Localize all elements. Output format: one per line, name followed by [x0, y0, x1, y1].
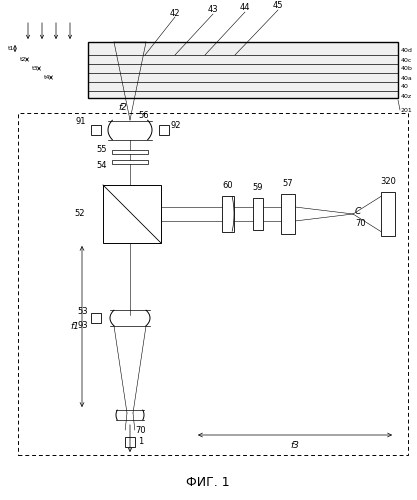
Text: f2: f2 [118, 102, 128, 112]
Text: 45: 45 [273, 2, 283, 11]
Text: 40z: 40z [401, 94, 412, 98]
Text: 52: 52 [75, 210, 85, 218]
Text: 59: 59 [253, 183, 263, 192]
Text: 40: 40 [401, 84, 409, 89]
Bar [125, 437, 135, 447]
Text: 40d: 40d [401, 48, 413, 52]
Text: f3: f3 [291, 441, 299, 450]
Text: 40c: 40c [401, 58, 412, 62]
Text: 53: 53 [78, 308, 88, 316]
Text: 57: 57 [283, 179, 293, 188]
Text: t2: t2 [20, 57, 26, 62]
Bar [88, 42, 398, 98]
Bar [253, 198, 263, 230]
Text: 40b: 40b [401, 66, 413, 71]
Text: 201: 201 [401, 108, 413, 112]
Text: 44: 44 [240, 4, 250, 13]
Bar [91, 313, 101, 323]
Bar [18, 113, 408, 455]
Bar [281, 194, 295, 234]
Text: 55: 55 [96, 144, 107, 154]
Bar [381, 192, 395, 236]
Text: t4: t4 [43, 75, 50, 80]
Bar [112, 160, 148, 164]
Bar [91, 125, 101, 135]
Text: 56: 56 [138, 110, 148, 120]
Bar [222, 196, 234, 232]
Text: 93: 93 [78, 322, 88, 330]
Text: C: C [355, 206, 361, 216]
Text: t3: t3 [32, 66, 38, 71]
Text: 91: 91 [75, 118, 86, 126]
Text: 40a: 40a [401, 76, 413, 80]
Text: ФИГ. 1: ФИГ. 1 [186, 476, 230, 488]
Text: 320: 320 [380, 177, 396, 186]
Text: 92: 92 [171, 122, 181, 130]
Text: f1: f1 [70, 322, 79, 331]
Text: 60: 60 [223, 181, 234, 190]
Text: 1: 1 [138, 438, 143, 446]
Text: 43: 43 [208, 6, 219, 15]
Text: 42: 42 [170, 8, 180, 18]
Text: t1: t1 [8, 46, 14, 51]
Bar [112, 150, 148, 154]
Text: 54: 54 [96, 160, 107, 170]
Text: 70: 70 [355, 220, 366, 228]
Bar [159, 125, 169, 135]
Text: 70: 70 [135, 426, 146, 435]
Bar [103, 185, 161, 243]
